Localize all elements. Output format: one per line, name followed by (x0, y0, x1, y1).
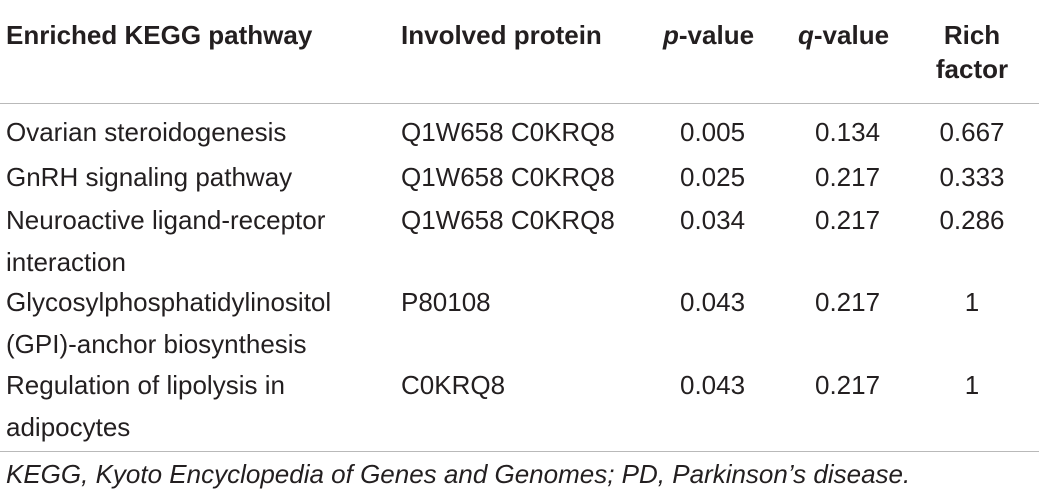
pathway-cell: Neuroactive ligand-receptor interaction (6, 199, 391, 283)
p-value-cell: 0.005 (680, 117, 746, 147)
header-pathway: Enriched KEGG pathway (6, 20, 313, 50)
pathway-line: adipocytes (6, 412, 131, 442)
rich-factor-cell: 1 (964, 370, 980, 400)
header-protein: Involved protein (401, 20, 602, 50)
rich-factor-cell: 1 (964, 287, 980, 317)
header-q-suffix: -value (813, 20, 890, 50)
protein-cell: P80108 (401, 287, 491, 317)
p-value-cell: 0.034 (680, 205, 746, 235)
protein-cell: Q1W658 C0KRQ8 (401, 205, 615, 235)
header-q-letter: q (798, 20, 814, 50)
pathway-cell: Regulation of lipolysis in adipocytes (6, 364, 391, 448)
pathway-cell: Ovarian steroidogenesis (6, 111, 391, 153)
table-header-row: Enriched KEGG pathway Involved protein p… (0, 0, 1039, 104)
pathway-line: Neuroactive ligand-receptor (6, 205, 326, 235)
protein-cell: Q1W658 C0KRQ8 (401, 162, 615, 192)
pathway-line: Ovarian steroidogenesis (6, 117, 287, 147)
table-footer-divider (0, 451, 1039, 452)
pathway-line: Regulation of lipolysis in (6, 370, 285, 400)
pathway-line: Glycosylphosphatidylinositol (6, 287, 332, 317)
p-value-cell: 0.043 (680, 370, 746, 400)
q-value-cell: 0.217 (815, 162, 881, 192)
header-p-value: p-value (663, 18, 754, 52)
q-value-cell: 0.217 (815, 287, 881, 317)
rich-factor-cell: 0.333 (939, 162, 1005, 192)
header-rich-line1: Rich (943, 20, 1001, 50)
p-value-cell: 0.043 (680, 287, 746, 317)
header-p-letter: p (663, 20, 679, 50)
rich-factor-cell: 0.667 (939, 117, 1005, 147)
pathway-line: GnRH signaling pathway (6, 162, 293, 192)
pathway-line: interaction (6, 247, 126, 277)
table-footnote: KEGG, Kyoto Encyclopedia of Genes and Ge… (6, 459, 911, 489)
rich-factor-cell: 0.286 (939, 205, 1005, 235)
q-value-cell: 0.134 (815, 117, 881, 147)
header-p-suffix: -value (678, 20, 755, 50)
protein-cell: C0KRQ8 (401, 370, 506, 400)
header-q-value: q-value (798, 18, 889, 52)
q-value-cell: 0.217 (815, 370, 881, 400)
p-value-cell: 0.025 (680, 162, 746, 192)
header-rich-factor: Rich factor (920, 18, 1024, 86)
protein-cell: Q1W658 C0KRQ8 (401, 117, 615, 147)
header-rich-line2: factor (935, 54, 1009, 84)
pathway-cell: GnRH signaling pathway (6, 156, 391, 198)
pathway-line: (GPI)-anchor biosynthesis (6, 329, 307, 359)
q-value-cell: 0.217 (815, 205, 881, 235)
pathway-cell: Glycosylphosphatidylinositol (GPI)-ancho… (6, 281, 391, 365)
